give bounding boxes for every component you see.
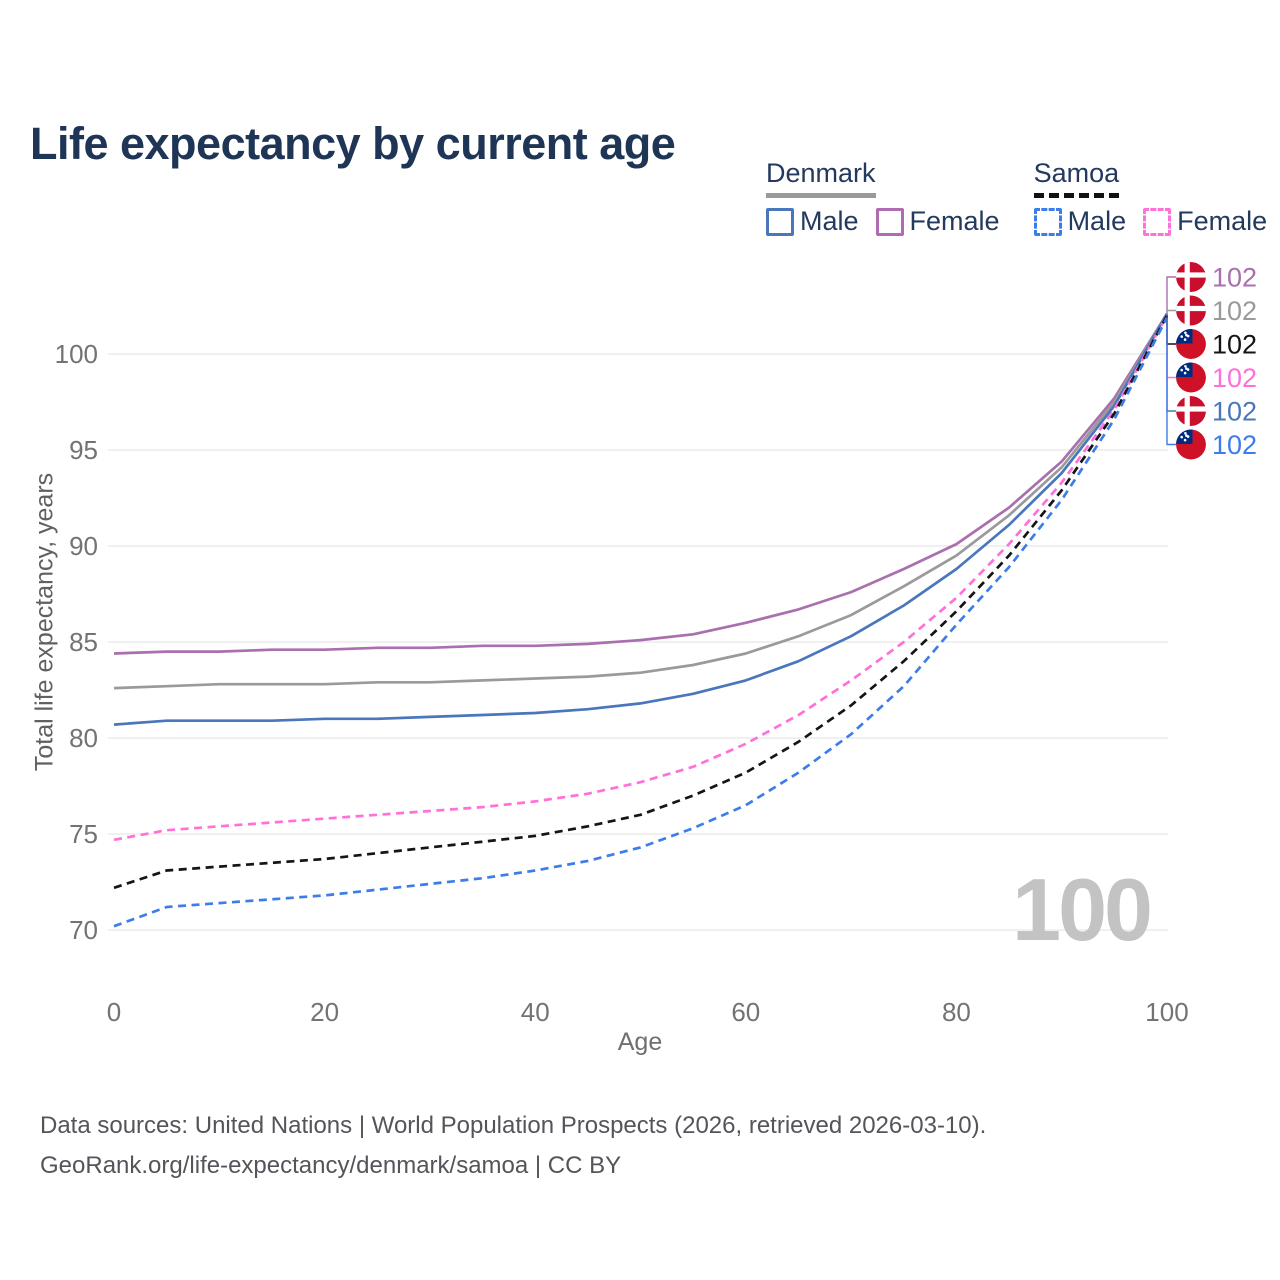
end-label-connector: [1166, 315, 1176, 379]
series-line-samoa-male: [113, 316, 1169, 928]
checkbox-denmark-male-icon[interactable]: [766, 207, 794, 236]
flag-samoa-icon: [1176, 362, 1206, 393]
legend-country-denmark[interactable]: Denmark: [766, 158, 876, 198]
series-line-denmark-male: [113, 313, 1169, 726]
y-tick-label: 75: [69, 819, 98, 849]
end-label-connector: [1166, 309, 1176, 314]
x-tick-label: 80: [942, 997, 971, 1027]
legend-group-denmark: Denmark Male Female: [766, 158, 1000, 237]
x-axis-title: Age: [617, 1028, 663, 1056]
end-label-connector: [1166, 317, 1176, 446]
y-tick-label: 90: [69, 531, 98, 561]
page-title: Life expectancy by current age: [30, 118, 676, 170]
series-end-value: 102: [1212, 330, 1257, 360]
flag-denmark-icon: [1176, 396, 1206, 426]
y-tick-label: 80: [69, 723, 98, 753]
series-end-value: 102: [1212, 263, 1257, 293]
legend-label-denmark-male: Male: [800, 206, 859, 236]
x-tick-label: 60: [731, 997, 760, 1027]
series-line-denmark-female: [113, 312, 1169, 655]
legend-items-denmark: Male Female: [766, 206, 1000, 237]
flag-denmark-icon: [1176, 262, 1206, 292]
legend-item-denmark-female[interactable]: Female: [875, 206, 1000, 237]
legend-items-samoa: Male Female: [1033, 206, 1267, 237]
series-end-value: 102: [1212, 397, 1257, 427]
flag-denmark-icon: [1176, 295, 1206, 326]
y-tick-label: 100: [55, 339, 98, 369]
series-line-samoa-female: [113, 314, 1169, 842]
legend-label-denmark-female: Female: [909, 206, 1000, 236]
series-end-value: 102: [1212, 296, 1257, 326]
legend-country-samoa[interactable]: Samoa: [1033, 158, 1120, 198]
legend-item-denmark-male[interactable]: Male: [766, 206, 859, 237]
legend-label-samoa-male: Male: [1067, 206, 1127, 236]
legend-item-samoa-female[interactable]: Female: [1143, 206, 1267, 237]
flag-samoa-icon: [1176, 329, 1206, 359]
x-tick-label: 40: [521, 997, 550, 1027]
footer: Data sources: United Nations | World Pop…: [40, 1106, 986, 1186]
legend-group-samoa: Samoa Male Female: [1033, 158, 1267, 237]
checkbox-samoa-female-icon[interactable]: [1143, 207, 1172, 236]
series-end-value: 102: [1212, 430, 1257, 460]
y-tick-label: 70: [69, 915, 98, 945]
end-label-connector: [1166, 276, 1176, 314]
x-tick-label: 100: [1145, 997, 1188, 1027]
end-label-connector: [1166, 315, 1176, 345]
y-tick-label: 95: [69, 435, 98, 465]
y-axis-title: Total life expectancy, years: [30, 472, 59, 772]
legend: Denmark Male Female Samoa Male: [766, 158, 1267, 237]
legend-label-samoa-female: Female: [1177, 206, 1268, 236]
current-age-watermark: 100: [1012, 860, 1153, 959]
footer-attribution: GeoRank.org/life-expectancy/denmark/samo…: [40, 1152, 622, 1179]
series-line-denmark: [113, 313, 1169, 690]
flag-samoa-icon: [1176, 429, 1206, 460]
y-tick-label: 85: [69, 627, 98, 657]
legend-item-samoa-male[interactable]: Male: [1033, 206, 1127, 237]
checkbox-samoa-male-icon[interactable]: [1033, 207, 1062, 236]
checkbox-denmark-female-icon[interactable]: [875, 207, 904, 236]
footer-data-sources: Data sources: United Nations | World Pop…: [40, 1112, 987, 1139]
series-line-samoa: [113, 314, 1169, 890]
x-tick-label: 0: [107, 997, 121, 1027]
end-label-connector: [1166, 313, 1176, 412]
x-tick-label: 20: [310, 997, 339, 1027]
series-end-value: 102: [1212, 363, 1257, 393]
